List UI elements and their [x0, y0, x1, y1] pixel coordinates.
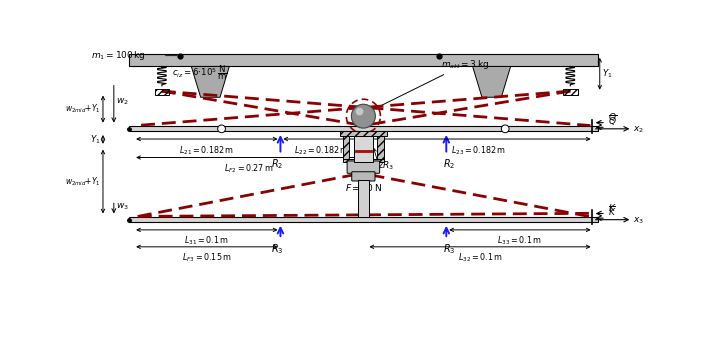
- Text: $x_2$: $x_2$: [633, 125, 644, 135]
- Text: $c_{iz}{=}6{\cdot}10^5\,\dfrac{\mathrm{N}}{\mathrm{m}}$: $c_{iz}{=}6{\cdot}10^5\,\dfrac{\mathrm{N…: [172, 63, 227, 82]
- Text: $L_{22}{=}0.182\,\mathrm{m}$: $L_{22}{=}0.182\,\mathrm{m}$: [294, 144, 349, 157]
- Text: $R_2$: $R_2$: [271, 158, 284, 171]
- Text: $m_1{=}100\,\mathrm{kg}$: $m_1{=}100\,\mathrm{kg}$: [91, 49, 146, 62]
- Text: $R_3$: $R_3$: [271, 242, 284, 256]
- Bar: [343, 135, 349, 159]
- Text: $w_2$: $w_2$: [116, 96, 129, 107]
- Text: $L_{F2}{=}0.27\,\mathrm{m}$: $L_{F2}{=}0.27\,\mathrm{m}$: [224, 162, 273, 175]
- FancyBboxPatch shape: [347, 161, 380, 173]
- Bar: [343, 159, 383, 162]
- Text: $K$: $K$: [607, 202, 616, 213]
- Text: $Q$: $Q$: [607, 111, 616, 123]
- Circle shape: [352, 104, 376, 128]
- Bar: [563, 89, 578, 95]
- Circle shape: [356, 108, 364, 115]
- Text: $\overline{K}$: $\overline{K}$: [607, 204, 616, 218]
- Bar: [377, 135, 383, 159]
- Text: $L_{31}{=}0.1\,\mathrm{m}$: $L_{31}{=}0.1\,\mathrm{m}$: [184, 235, 229, 247]
- Text: $L_{21}{=}0.182\,\mathrm{m}$: $L_{21}{=}0.182\,\mathrm{m}$: [179, 144, 234, 157]
- FancyBboxPatch shape: [352, 172, 375, 181]
- Bar: [355, 150, 372, 152]
- Bar: [354, 136, 373, 162]
- Text: $2R_3$: $2R_3$: [376, 159, 394, 172]
- Text: $w_{2mid}{+}Y_1$: $w_{2mid}{+}Y_1$: [65, 175, 101, 188]
- Text: $Y_1$: $Y_1$: [602, 67, 613, 80]
- Bar: [128, 54, 598, 66]
- Bar: [358, 180, 369, 217]
- Bar: [155, 89, 169, 95]
- Text: $L_{23}{=}0.182\,\mathrm{m}$: $L_{23}{=}0.182\,\mathrm{m}$: [451, 144, 506, 157]
- Bar: [128, 217, 598, 222]
- Circle shape: [501, 125, 509, 133]
- Text: $R_3$: $R_3$: [443, 242, 455, 256]
- Bar: [340, 131, 387, 135]
- Text: $\overline{Q}$: $\overline{Q}$: [607, 114, 616, 128]
- Text: $L_{F3}{=}0.15\,\mathrm{m}$: $L_{F3}{=}0.15\,\mathrm{m}$: [182, 252, 232, 264]
- Polygon shape: [472, 66, 510, 97]
- Text: $L_{33}{=}0.1\,\mathrm{m}$: $L_{33}{=}0.1\,\mathrm{m}$: [498, 235, 542, 247]
- Polygon shape: [191, 66, 229, 97]
- Text: $x_3$: $x_3$: [633, 216, 644, 226]
- Text: $Y_1$: $Y_1$: [90, 133, 101, 146]
- Text: $R_2$: $R_2$: [443, 158, 455, 171]
- Text: $m_{att}{=}3\,\mathrm{kg}$: $m_{att}{=}3\,\mathrm{kg}$: [374, 58, 489, 109]
- Bar: [128, 126, 598, 131]
- Circle shape: [217, 125, 225, 133]
- Text: $w_3$: $w_3$: [116, 201, 129, 212]
- Text: $F{=}30\,\mathrm{N}$: $F{=}30\,\mathrm{N}$: [345, 182, 382, 193]
- Text: $L_{32}{=}0.1\,\mathrm{m}$: $L_{32}{=}0.1\,\mathrm{m}$: [457, 252, 503, 264]
- Text: $w_{2mid}{+}Y_1$: $w_{2mid}{+}Y_1$: [65, 103, 101, 115]
